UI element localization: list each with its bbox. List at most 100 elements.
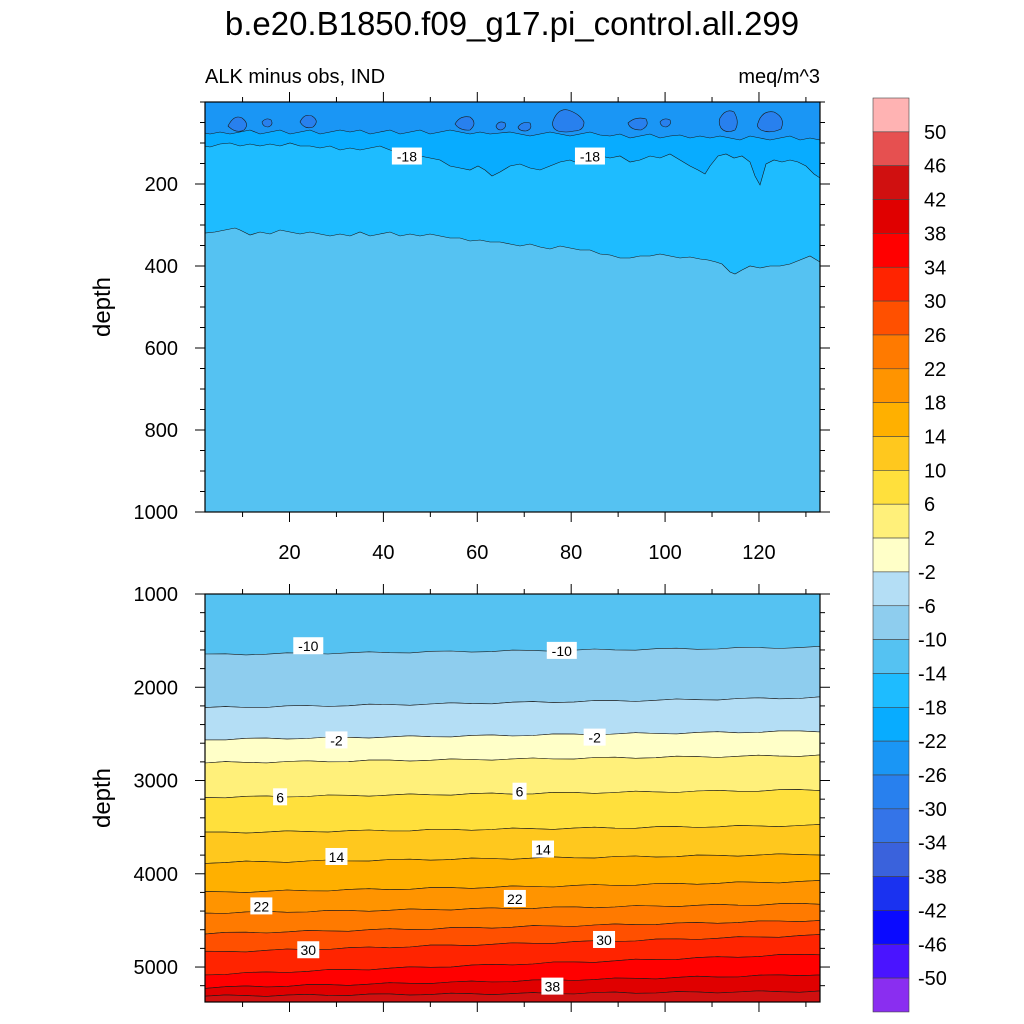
- colorbar-box: [872, 537, 910, 573]
- colorbar-box: [872, 876, 910, 911]
- colorbar-box: [872, 673, 910, 708]
- colorbar-labels: 50 46 42 38 34 30 26 22 18 14 10 6 2 -2 -6 -10 -14 -18 -22…: [918, 122, 947, 990]
- colorbar: 50 46 42 38 34 30 26 22 18 14 10 6 2 -2 -6 -10 -14 -18 -22…: [872, 97, 947, 1013]
- colorbar-box: [872, 977, 910, 1013]
- y-tick-label: 1000: [134, 502, 179, 524]
- colorbar-label: 50: [924, 122, 946, 144]
- contour-label-box: [250, 897, 273, 915]
- colorbar-label: -22: [918, 731, 947, 753]
- contour-label: -2: [588, 730, 601, 746]
- colorbar-label: 6: [924, 494, 935, 516]
- colorbar-label: 34: [924, 257, 946, 279]
- region-minus-26: [204, 101, 821, 141]
- colorbar-label: -42: [918, 900, 947, 922]
- contour-label-box: [532, 840, 555, 858]
- upper-ticks: [195, 92, 830, 522]
- upper-contour-labels: -18 -18: [391, 147, 605, 165]
- contour-label: 14: [535, 842, 551, 858]
- colorbar-box: [872, 97, 910, 133]
- colorbar-box: [872, 266, 910, 302]
- lower-band: [204, 645, 821, 708]
- contour-label: -2: [330, 732, 343, 748]
- contour-label: 22: [254, 898, 270, 914]
- colorbar-label: -50: [918, 968, 947, 990]
- colorbar-box: [872, 706, 910, 742]
- main-title: b.e20.B1850.f09_g17.pi_control.all.299: [225, 5, 799, 42]
- contour-label-box: [325, 847, 348, 865]
- contour-label: 38: [545, 979, 561, 995]
- contour-label-box: [503, 889, 526, 907]
- upper-ylabel: depth: [89, 277, 116, 337]
- colorbar-box: [872, 808, 910, 843]
- colorbar-label: -46: [918, 934, 947, 956]
- lower-band: [205, 594, 820, 655]
- colorbar-label: -26: [918, 765, 947, 787]
- colorbar-label: -18: [918, 697, 947, 719]
- contour-label: -18: [397, 149, 417, 165]
- colorbar-boxes: [872, 97, 910, 1013]
- contour-label-box: [546, 641, 577, 659]
- colorbar-box: [872, 334, 910, 370]
- x-tick-label: 80: [560, 542, 582, 564]
- contour-label-box: [541, 977, 564, 995]
- colorbar-box: [872, 470, 910, 505]
- contour-label-box: [512, 782, 527, 800]
- colorbar-label: 22: [924, 359, 946, 381]
- colorbar-box: [872, 436, 910, 471]
- colorbar-label: -38: [918, 867, 947, 889]
- colorbar-label: -10: [918, 630, 947, 652]
- upper-panel: ALK minus obs, IND meq/m^3 -18 -18: [89, 66, 830, 564]
- x-tick-label: 120: [742, 542, 775, 564]
- colorbar-box: [872, 910, 910, 945]
- contour-label-box: [293, 637, 324, 655]
- y-tick-label: 3000: [134, 771, 179, 793]
- upper-y-tick-labels: 200 400 600 800 1000: [134, 174, 179, 524]
- colorbar-box: [872, 605, 910, 640]
- lower-panel: -10 -10 -2 -2 6 6 14 14 22 22 30 30 38 1000 2000 3000 4…: [89, 584, 830, 1012]
- contour-label-box: [574, 147, 605, 165]
- x-tick-label: 60: [466, 542, 488, 564]
- colorbar-box: [872, 943, 910, 979]
- colorbar-box: [872, 368, 910, 403]
- colorbar-label: -14: [918, 663, 947, 685]
- colorbar-box: [872, 740, 910, 776]
- x-tick-label: 20: [278, 542, 300, 564]
- colorbar-label: 14: [924, 427, 946, 449]
- contour-label: -10: [552, 643, 572, 659]
- colorbar-box: [872, 131, 910, 167]
- colorbar-label: -34: [918, 833, 947, 855]
- lower-ticks: [195, 584, 830, 1012]
- contour-label: 30: [300, 942, 316, 958]
- colorbar-label: 18: [924, 393, 946, 415]
- lower-contour-fills: [204, 594, 821, 1003]
- lower-frame: [204, 593, 821, 1003]
- y-tick-label: 200: [145, 174, 178, 196]
- lower-ylabel: depth: [89, 768, 116, 828]
- y-tick-label: 4000: [134, 864, 179, 886]
- colorbar-label: 26: [924, 325, 946, 347]
- x-tick-label: 40: [372, 542, 394, 564]
- subtitle-left: ALK minus obs, IND: [205, 66, 385, 88]
- contour-label: -18: [580, 149, 600, 165]
- colorbar-box: [872, 842, 910, 877]
- colorbar-label: 42: [924, 190, 946, 212]
- contour-label: 14: [329, 849, 345, 865]
- contour-label: -10: [298, 638, 318, 654]
- colorbar-box: [872, 199, 910, 234]
- contour-label-box: [593, 930, 616, 948]
- colorbar-box: [872, 639, 910, 674]
- contour-label-box: [297, 941, 320, 959]
- colorbar-label: 38: [924, 223, 946, 245]
- lower-contour-labels: -10 -10 -2 -2 6 6 14 14 22 22 30 30 38: [250, 637, 616, 995]
- contour-label: 6: [276, 789, 284, 805]
- patches-minus-30: [227, 109, 783, 133]
- contour-label-box: [325, 731, 348, 749]
- colorbar-label: -6: [918, 596, 936, 618]
- colorbar-box: [872, 165, 910, 200]
- contour-label: 30: [596, 932, 612, 948]
- colorbar-box: [872, 233, 910, 268]
- colorbar-label: 10: [924, 460, 946, 482]
- y-tick-label: 800: [145, 420, 178, 442]
- y-tick-label: 1000: [134, 584, 179, 606]
